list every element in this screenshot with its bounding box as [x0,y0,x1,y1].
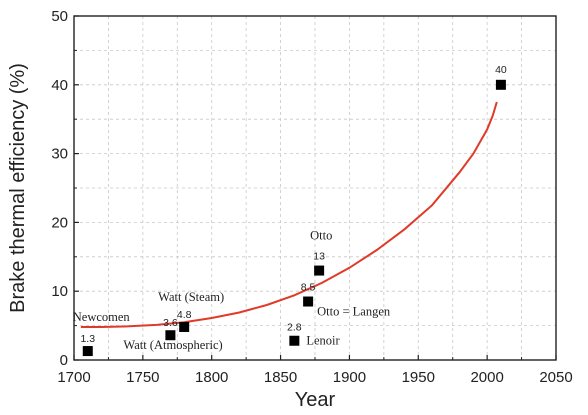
x-tick-label: 1750 [126,369,159,386]
trend-curve-layer [80,101,498,328]
data-point-value-label: 3.6 [163,317,178,329]
data-point-name-label: Watt (Steam) [158,290,224,304]
data-point-name-label: Otto [310,229,332,243]
x-tick-label: 2000 [470,369,503,386]
x-tick-label: 1800 [195,369,228,386]
grid-layer [74,16,556,360]
data-point-marker [179,321,190,332]
x-tick-label: 1700 [57,369,90,386]
y-axis-title: Brake thermal efficiency (%) [7,63,29,313]
data-point-marker [165,330,176,341]
data-point-marker [82,346,93,357]
trend-curve [80,101,498,328]
data-point-value-label: 40 [495,64,507,76]
data-point-value-label: 2.8 [287,322,302,334]
data-point-marker [303,296,314,307]
data-point-name-label: Watt (Atmospheric) [123,338,222,352]
y-tick-label: 10 [51,283,68,300]
data-point-value-label: 4.8 [177,309,192,321]
tick-layer: 1700 1750 1800 1850 1900 1950 2000 2050 0 10 20 30 4… [51,8,572,386]
data-point-name-label: Lenoir [306,334,340,348]
x-tick-label: 2050 [539,369,572,386]
label-layer: 1.3 Newcomen 3.6 Watt (Atmospheric) 4.8 Watt … [73,64,507,352]
data-point-value-label: 13 [313,251,325,263]
y-tick-label: 0 [60,352,68,369]
data-point-marker [314,265,325,276]
x-tick-label: 1850 [264,369,297,386]
y-tick-label: 30 [51,146,68,163]
data-point-value-label: 1.3 [80,333,95,345]
x-tick-label: 1900 [333,369,366,386]
data-point-marker [495,79,506,90]
data-point-marker [289,335,300,346]
data-point-name-label: Otto = Langen [317,305,391,319]
y-tick-label: 50 [51,8,68,25]
y-tick-label: 20 [51,214,68,231]
x-tick-label: 1950 [402,369,435,386]
data-point-value-label: 8.5 [301,282,316,294]
data-point-name-label: Newcomen [73,310,131,324]
y-tick-label: 40 [51,77,68,94]
x-axis-title: Year [295,389,336,411]
point-layer [82,79,506,357]
